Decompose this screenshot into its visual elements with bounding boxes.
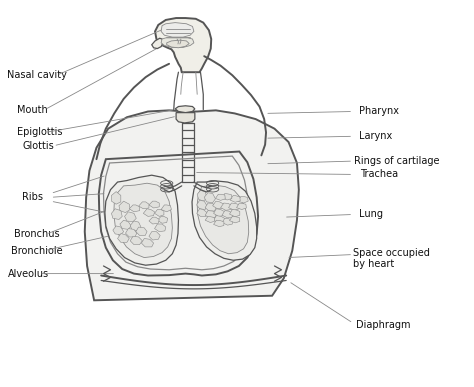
Polygon shape [130, 221, 141, 231]
Polygon shape [120, 220, 131, 229]
Text: Mouth: Mouth [17, 104, 47, 115]
Polygon shape [105, 175, 178, 265]
Polygon shape [205, 211, 217, 218]
Polygon shape [167, 40, 189, 48]
Polygon shape [197, 185, 249, 254]
Polygon shape [161, 22, 194, 37]
Polygon shape [213, 201, 224, 209]
Text: Pharynx: Pharynx [359, 106, 399, 116]
Polygon shape [220, 203, 232, 210]
Polygon shape [222, 194, 232, 200]
Polygon shape [155, 209, 164, 216]
Polygon shape [136, 227, 147, 235]
Text: Lung: Lung [359, 209, 383, 219]
Polygon shape [214, 216, 225, 223]
Text: Bronchiole: Bronchiole [11, 246, 63, 256]
Polygon shape [197, 200, 207, 209]
Polygon shape [152, 38, 163, 48]
Text: Larynx: Larynx [359, 131, 392, 141]
Polygon shape [205, 203, 217, 211]
Polygon shape [130, 236, 142, 245]
Polygon shape [229, 216, 240, 223]
Polygon shape [161, 205, 172, 212]
Text: Ribs: Ribs [22, 192, 44, 202]
Polygon shape [149, 232, 160, 240]
Polygon shape [237, 203, 246, 209]
Polygon shape [157, 216, 168, 223]
Polygon shape [126, 229, 137, 237]
Polygon shape [161, 38, 194, 47]
Polygon shape [228, 203, 239, 210]
Text: Bronchus: Bronchus [15, 229, 60, 239]
Polygon shape [111, 209, 122, 219]
Polygon shape [175, 106, 195, 113]
Polygon shape [229, 209, 240, 217]
Polygon shape [197, 209, 207, 216]
Polygon shape [149, 201, 159, 208]
Polygon shape [155, 18, 211, 72]
Polygon shape [111, 192, 121, 204]
Text: Diaphragm: Diaphragm [356, 320, 411, 330]
Polygon shape [113, 226, 124, 235]
Polygon shape [214, 220, 224, 227]
Text: Epiglottis: Epiglottis [17, 127, 63, 137]
Polygon shape [214, 209, 225, 216]
Polygon shape [85, 110, 299, 300]
Polygon shape [222, 211, 232, 218]
Polygon shape [155, 224, 166, 232]
Polygon shape [149, 217, 159, 224]
Text: Alveolus: Alveolus [8, 269, 49, 279]
Polygon shape [204, 193, 216, 203]
Text: Space occupied
by heart: Space occupied by heart [353, 248, 430, 269]
Polygon shape [238, 197, 248, 203]
Polygon shape [141, 238, 154, 247]
Polygon shape [230, 195, 240, 202]
Polygon shape [205, 216, 215, 223]
Polygon shape [216, 194, 225, 200]
Polygon shape [143, 209, 155, 216]
Polygon shape [119, 201, 130, 212]
Polygon shape [192, 181, 257, 260]
Text: Trachea: Trachea [360, 170, 398, 180]
Polygon shape [114, 183, 173, 258]
Polygon shape [222, 218, 232, 225]
Polygon shape [176, 113, 195, 123]
Polygon shape [138, 202, 149, 209]
Text: Rings of cartilage: Rings of cartilage [354, 156, 439, 166]
Polygon shape [118, 233, 129, 242]
Polygon shape [125, 212, 137, 222]
Polygon shape [197, 190, 207, 201]
Text: Nasal cavity: Nasal cavity [8, 70, 67, 80]
Text: Glottis: Glottis [22, 141, 54, 151]
Polygon shape [129, 205, 139, 212]
